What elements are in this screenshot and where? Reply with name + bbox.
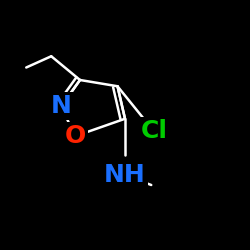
Text: N: N	[51, 94, 72, 118]
Text: O: O	[64, 124, 86, 148]
Text: NH: NH	[104, 163, 146, 187]
Text: Cl: Cl	[140, 119, 167, 143]
